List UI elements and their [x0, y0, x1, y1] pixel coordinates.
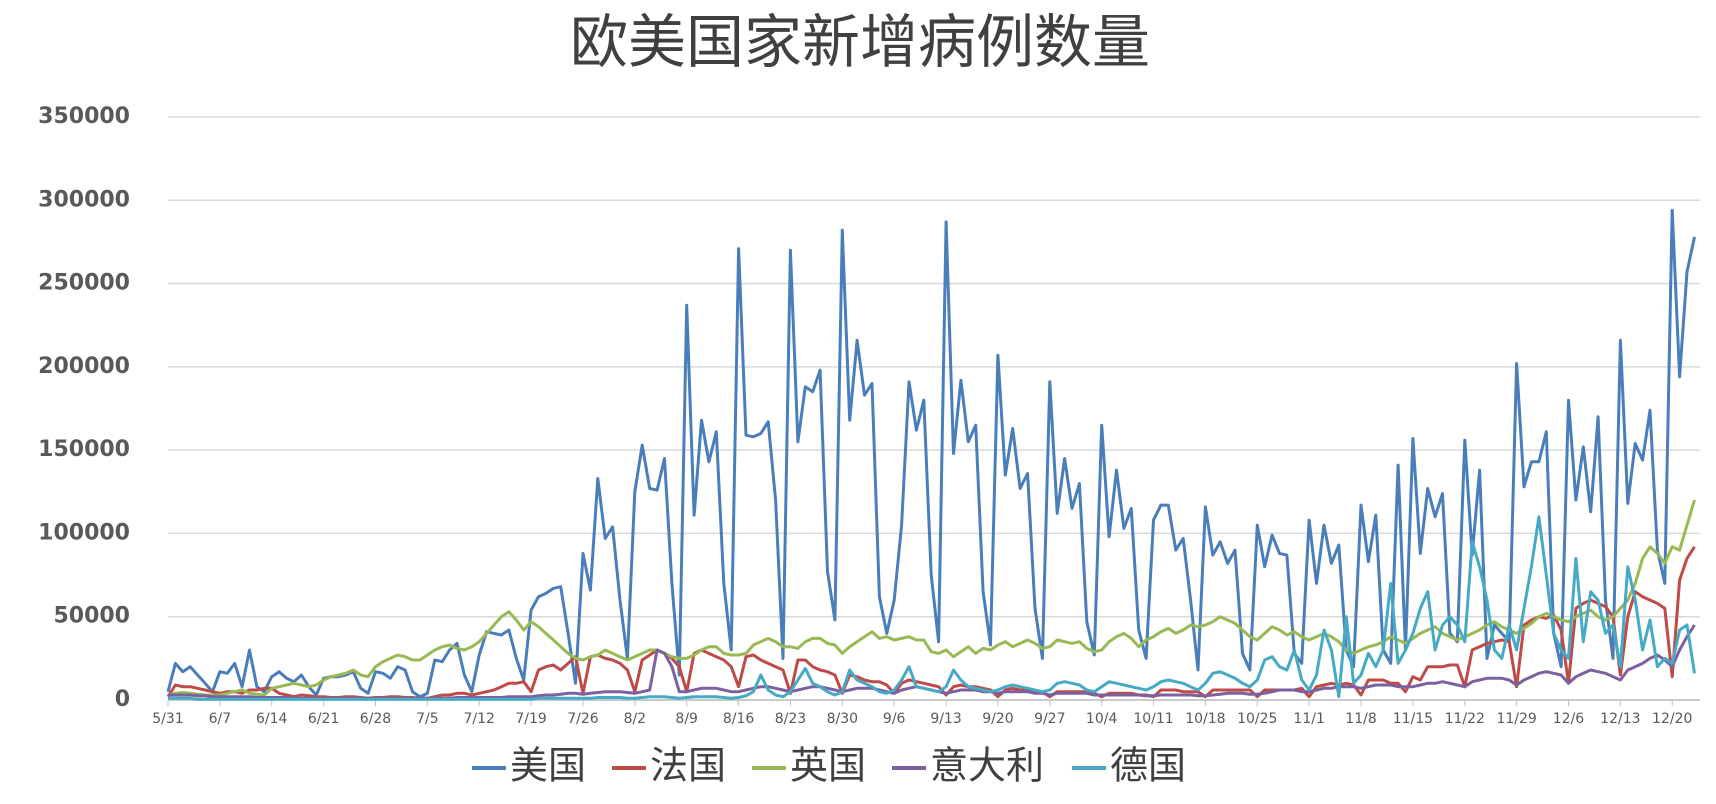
- legend-label: 美国: [510, 744, 586, 788]
- x-tick-label: 7/19: [515, 711, 546, 727]
- x-tick-label: 11/8: [1345, 711, 1376, 727]
- y-tick-label: 50000: [53, 604, 130, 629]
- x-tick-label: 11/22: [1445, 711, 1485, 727]
- x-tick-label: 11/1: [1293, 711, 1324, 727]
- x-tick-label: 11/15: [1393, 711, 1433, 727]
- chart-title: 欧美国家新增病例数量: [570, 8, 1150, 76]
- x-tick-label: 11/29: [1496, 711, 1536, 727]
- x-tick-label: 6/28: [360, 711, 391, 727]
- x-tick-label: 10/25: [1237, 711, 1277, 727]
- legend-label: 法国: [650, 744, 726, 788]
- x-tick-label: 6/21: [308, 711, 339, 727]
- legend-label: 意大利: [930, 744, 1044, 788]
- x-tick-label: 10/4: [1086, 711, 1118, 727]
- x-tick-label: 10/18: [1185, 711, 1225, 727]
- y-tick-label: 100000: [38, 520, 130, 545]
- y-tick-label: 150000: [38, 437, 130, 462]
- legend-label: 英国: [790, 744, 866, 788]
- x-tick-label: 8/9: [675, 711, 698, 727]
- x-tick-label: 5/31: [152, 711, 183, 727]
- x-tick-label: 12/20: [1652, 711, 1692, 727]
- y-tick-label: 350000: [38, 104, 130, 129]
- series-line: [166, 208, 1696, 699]
- y-tick-label: 0: [115, 687, 130, 712]
- y-tick-label: 300000: [38, 187, 130, 212]
- x-tick-label: 10/11: [1133, 711, 1173, 727]
- x-tick-label: 7/12: [463, 711, 494, 727]
- legend-label: 德国: [1110, 744, 1186, 788]
- x-tick-label: 9/13: [930, 711, 961, 727]
- x-tick-label: 6/7: [209, 711, 232, 727]
- x-tick-label: 7/26: [567, 711, 599, 727]
- x-tick-label: 8/16: [723, 711, 755, 727]
- x-tick-label: 12/6: [1553, 711, 1585, 727]
- x-tick-label: 12/13: [1600, 711, 1640, 727]
- x-tick-label: 8/30: [827, 711, 858, 727]
- x-tick-label: 6/14: [256, 711, 288, 727]
- x-tick-label: 8/2: [624, 711, 647, 727]
- y-tick-label: 250000: [38, 271, 130, 296]
- x-tick-label: 7/5: [416, 711, 439, 727]
- series-line: [168, 515, 1696, 701]
- x-tick-label: 9/27: [1034, 711, 1065, 727]
- y-tick-label: 200000: [38, 354, 130, 379]
- x-tick-label: 9/6: [883, 711, 906, 727]
- x-tick-label: 9/20: [982, 711, 1013, 727]
- x-tick-label: 8/23: [775, 711, 806, 727]
